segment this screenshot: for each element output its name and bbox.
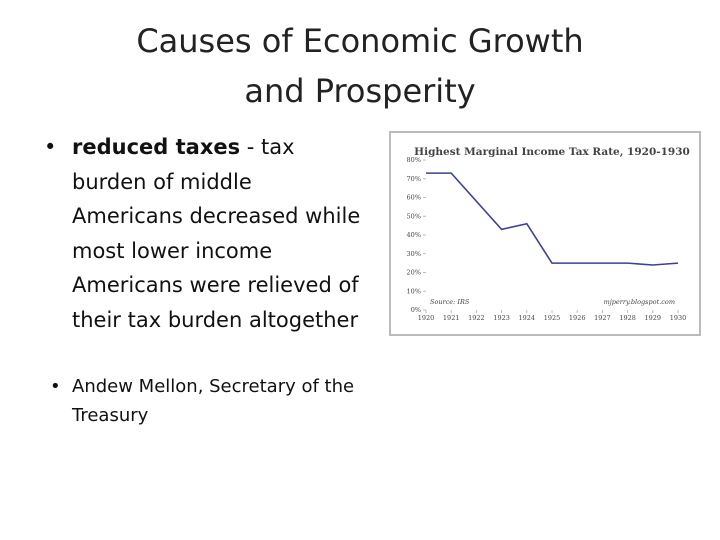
y-tick-label: 10% [407,287,421,295]
bullet-text: - tax burden of middle Americans decreas… [72,135,361,332]
x-tick-label: 1923 [493,314,510,322]
credit: mjperry.blogspot.com [604,298,675,306]
y-tick-label: 80% [407,156,421,164]
y-tick-label: 60% [407,194,421,202]
bullet-bold: reduced taxes [72,135,241,159]
y-tick-label: 30% [407,250,421,258]
y-tick-label: 20% [407,269,421,277]
chart-frame [389,131,701,336]
slide-title: and Prosperity [244,72,476,110]
bullet: reduced taxes - tax burden of middle Ame… [72,130,362,337]
x-tick-label: 1925 [544,314,561,322]
x-tick-label: 1927 [594,314,611,322]
source: Source: IRS [430,298,470,306]
x-tick-label: 1924 [519,314,536,322]
x-tick-label: 1930 [670,314,687,322]
y-tick-label: 70% [407,175,421,183]
y-tick-label: 50% [407,212,421,220]
slide-title: Causes of Economic Growth [136,22,584,60]
bullet-text: Andew Mellon, Secretary of the Treasury [72,376,355,426]
x-tick-label: 1929 [645,314,662,322]
bullet: Andew Mellon, Secretary of the Treasury [72,372,362,430]
bullet-marker: • [44,135,57,159]
x-tick-label: 1926 [569,314,586,322]
x-tick-label: 1920 [418,314,435,322]
bullet-marker: • [50,376,61,397]
x-tick-label: 1921 [443,314,460,322]
y-tick-label: 40% [407,231,421,239]
x-tick-label: 1928 [619,314,636,322]
y-tick-label: 0% [411,306,421,314]
chart-title: Highest Marginal Income Tax Rate, 1920-1… [414,146,690,158]
x-tick-label: 1922 [468,314,485,322]
data-line [426,172,679,266]
